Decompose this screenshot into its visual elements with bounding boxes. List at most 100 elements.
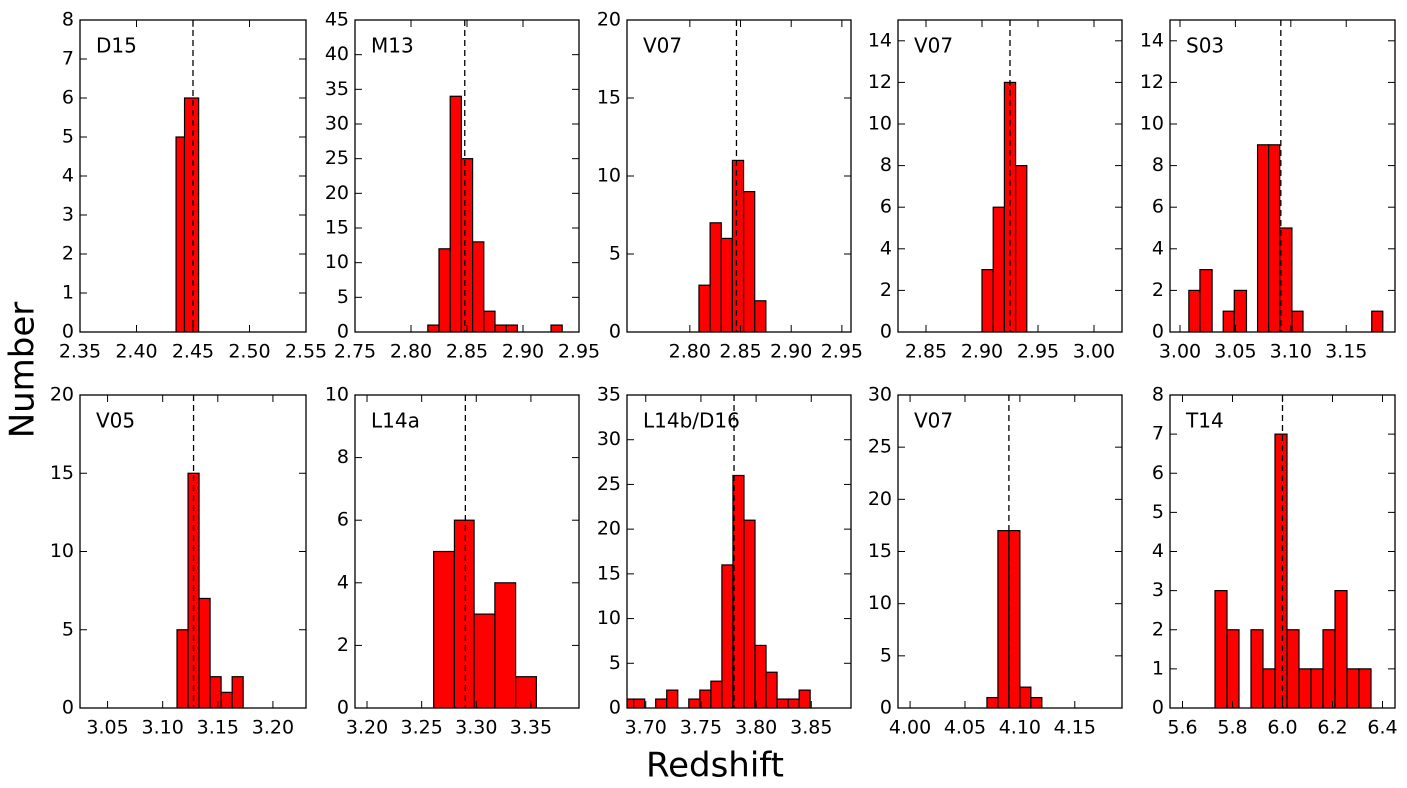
histogram-bar: [1274, 433, 1288, 708]
y-tick-label: 4: [1152, 540, 1164, 562]
x-tick-label: 3.35: [510, 717, 552, 739]
panel-label: L14b/D16: [643, 409, 740, 433]
histogram-bar: [721, 564, 734, 708]
y-tick-label: 1: [1152, 657, 1164, 679]
y-tick-label: 2: [337, 634, 349, 656]
histogram-bar: [1014, 165, 1028, 332]
y-tick-label: 10: [597, 607, 621, 629]
histogram-bar: [1286, 629, 1300, 708]
y-tick-label: 15: [597, 562, 621, 584]
x-axis-label: Redshift: [646, 746, 784, 786]
panel-label: V07: [914, 34, 953, 58]
histogram-bar: [1008, 530, 1021, 708]
histogram-bar: [1334, 590, 1348, 708]
y-tick-label: 30: [325, 113, 349, 135]
axes-frame: [354, 394, 580, 709]
histogram-bar: [198, 597, 211, 708]
x-tick-label: 2.55: [285, 341, 327, 363]
x-tick-label: 2.45: [172, 341, 214, 363]
x-tick-label: 3.00: [1159, 341, 1201, 363]
histogram-bar: [710, 680, 723, 708]
plot-area: [175, 20, 200, 332]
histogram-bar: [997, 530, 1010, 708]
y-tick-label: 10: [868, 592, 892, 614]
y-tick-label: 30: [868, 384, 892, 406]
y-tick-label: 0: [62, 697, 74, 719]
x-tick-label: 3.05: [1214, 341, 1256, 363]
histogram-bar: [720, 237, 734, 332]
x-tick-label: 3.20: [252, 717, 294, 739]
y-tick-label: 40: [325, 43, 349, 65]
x-tick-label: 3.85: [790, 717, 832, 739]
y-tick-label: 15: [597, 87, 621, 109]
plot-area: [427, 20, 563, 332]
histogram-bar: [1371, 310, 1384, 332]
y-tick-label: 8: [1152, 154, 1164, 176]
plot-area: [433, 395, 537, 708]
histogram-bar: [494, 582, 517, 708]
histogram-bar: [1322, 629, 1336, 708]
histogram-bar: [776, 698, 789, 708]
histogram-bar: [1268, 144, 1281, 332]
y-tick-label: 7: [1152, 423, 1164, 445]
histogram-bar: [1310, 668, 1324, 708]
x-tick-label: 3.75: [680, 717, 722, 739]
histogram-bar: [754, 300, 767, 332]
histogram-bar: [438, 248, 451, 332]
histogram-bar: [1250, 629, 1264, 708]
y-tick-label: 10: [1140, 113, 1164, 135]
axes-frame: [897, 19, 1123, 333]
histogram-bar: [220, 691, 233, 708]
y-tick-label: 6: [1152, 462, 1164, 484]
plot-area: [1214, 395, 1372, 708]
histogram-bar: [472, 241, 485, 332]
panel-label: L14a: [371, 409, 420, 433]
panel-label: D15: [96, 34, 137, 58]
y-tick-label: 20: [597, 518, 621, 540]
y-tick-label: 3: [62, 204, 74, 226]
x-tick-label: 2.90: [770, 341, 812, 363]
y-tick-label: 5: [609, 652, 621, 674]
y-tick-label: 14: [1140, 29, 1164, 51]
x-tick-label: 3.10: [142, 717, 184, 739]
plot-area: [627, 395, 811, 708]
x-tick-label: 3.20: [346, 717, 388, 739]
y-tick-label: 0: [609, 321, 621, 343]
x-tick-label: 2.95: [821, 341, 863, 363]
y-tick-label: 25: [868, 436, 892, 458]
x-tick-label: 6.0: [1267, 717, 1297, 739]
histogram-bar: [505, 324, 519, 332]
x-tick-label: 4.05: [944, 717, 986, 739]
histogram-bar: [515, 676, 537, 708]
y-tick-label: 2: [1152, 618, 1164, 640]
histogram-bar: [754, 644, 767, 708]
x-tick-label: 2.85: [446, 341, 488, 363]
y-tick-label: 15: [868, 540, 892, 562]
x-tick-label: 2.80: [390, 341, 432, 363]
plot-area: [1188, 20, 1384, 332]
histogram-bar: [992, 206, 1006, 332]
y-tick-label: 8: [1152, 384, 1164, 406]
histogram-bar: [1298, 668, 1312, 708]
y-tick-label: 20: [597, 9, 621, 31]
y-tick-label: 2: [1152, 279, 1164, 301]
y-tick-label: 5: [1152, 501, 1164, 523]
axes-frame: [626, 394, 852, 709]
histogram-bar: [986, 696, 999, 708]
y-tick-label: 2: [62, 243, 74, 265]
histogram-bar: [633, 698, 646, 708]
x-tick-label: 4.10: [999, 717, 1041, 739]
histogram-bar: [1214, 590, 1228, 708]
y-tick-label: 20: [50, 384, 74, 406]
x-tick-label: 2.95: [558, 341, 600, 363]
x-tick-label: 6.2: [1317, 717, 1347, 739]
histogram-bar: [427, 324, 440, 332]
x-tick-label: 3.00: [1073, 341, 1115, 363]
y-tick-label: 8: [880, 154, 892, 176]
histogram-bar: [743, 519, 756, 708]
y-tick-label: 0: [337, 321, 349, 343]
histogram-bar: [175, 136, 186, 332]
histogram-bar: [698, 284, 711, 332]
panel-label: V05: [96, 409, 135, 433]
x-tick-label: 2.85: [905, 341, 947, 363]
